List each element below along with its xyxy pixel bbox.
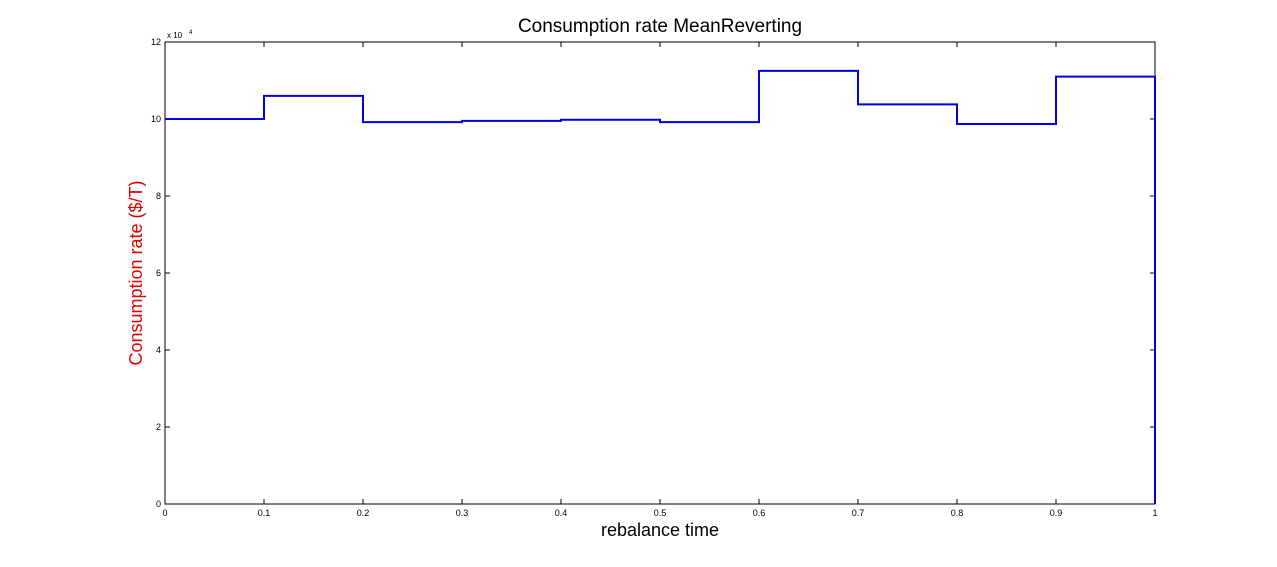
y-tick-label: 8 (156, 191, 161, 201)
y-axis-exponent-base: x 10 (167, 31, 183, 40)
x-tick-label: 0.8 (951, 508, 964, 518)
x-axis-label: rebalance time (601, 520, 719, 540)
series-line (165, 69, 1156, 504)
x-tick-label: 0.5 (654, 508, 667, 518)
x-tick-label: 0.6 (753, 508, 766, 518)
y-tick-label: 6 (156, 268, 161, 278)
x-tick-label: 0.1 (258, 508, 271, 518)
x-tick-label: 0.3 (456, 508, 469, 518)
x-tick-label: 1 (1152, 508, 1157, 518)
y-tick-label: 12 (151, 37, 161, 47)
y-tick-label: 2 (156, 422, 161, 432)
x-tick-label: 0.9 (1050, 508, 1063, 518)
chart-title: Consumption rate MeanReverting (518, 16, 802, 37)
y-axis-exponent: x 10 4 (167, 30, 193, 40)
y-axis-exponent-power: 4 (189, 30, 193, 36)
x-tick-label: 0.2 (357, 508, 370, 518)
y-tick-label: 4 (156, 345, 161, 355)
y-axis-label: Consumption rate ($/T) (126, 180, 146, 365)
x-tick-label: 0 (162, 508, 167, 518)
x-tick-label: 0.4 (555, 508, 568, 518)
x-tick-label: 0.7 (852, 508, 865, 518)
y-tick-label: 10 (151, 114, 161, 124)
y-tick-label: 0 (156, 499, 161, 509)
